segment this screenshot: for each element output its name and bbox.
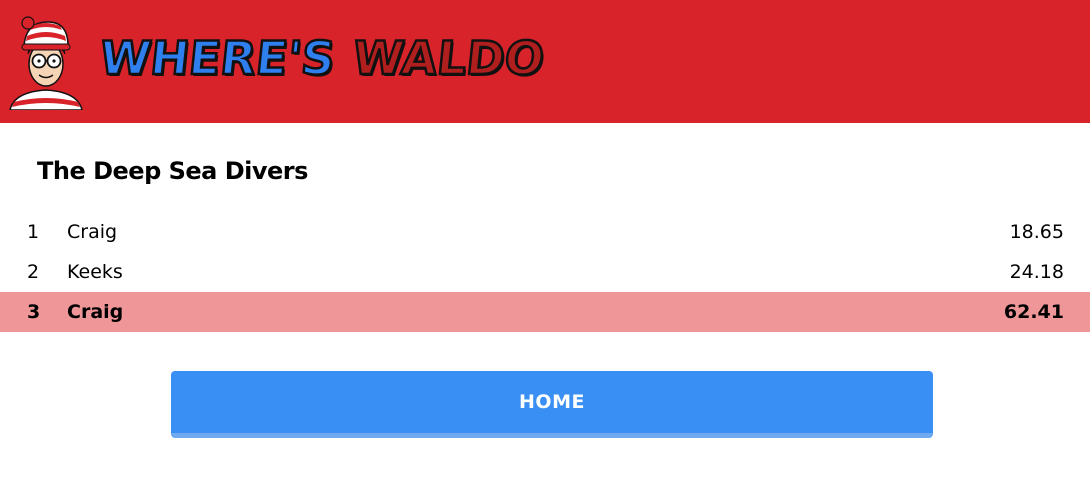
row-player-name: Craig (67, 221, 118, 243)
row-rank: 1 (27, 221, 40, 243)
site-title: WHERE'S WALDO (96, 28, 548, 88)
row-time: 62.41 (1003, 301, 1064, 323)
row-rank: 2 (27, 261, 40, 283)
row-player-name: Craig (67, 301, 124, 323)
leaderboard-row: 1 Craig 18.65 (0, 212, 1090, 252)
leaderboard-title: The Deep Sea Divers (37, 157, 308, 185)
row-time: 24.18 (1009, 261, 1064, 283)
row-time: 18.65 (1009, 221, 1064, 243)
home-button[interactable]: HOME (171, 371, 933, 438)
row-player-name: Keeks (67, 261, 123, 283)
title-where: WHERE'S (96, 30, 339, 87)
leaderboard-row: 2 Keeks 24.18 (0, 252, 1090, 292)
title-waldo: WALDO (349, 30, 548, 87)
waldo-face-icon (9, 16, 83, 110)
leaderboard-row-current: 3 Craig 62.41 (0, 292, 1090, 332)
row-rank: 3 (27, 301, 41, 323)
leaderboard-list: 1 Craig 18.65 2 Keeks 24.18 3 Craig 62.4… (0, 212, 1090, 332)
site-header: WHERE'S WALDO (0, 0, 1090, 123)
